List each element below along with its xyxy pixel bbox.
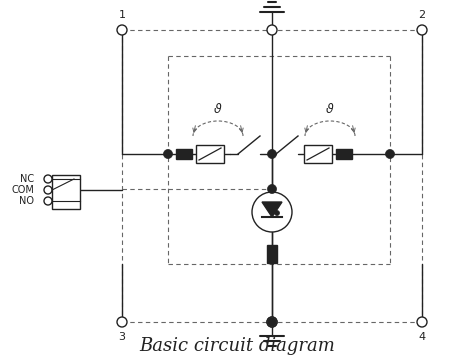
Circle shape: [267, 317, 277, 327]
Circle shape: [117, 25, 127, 35]
Circle shape: [417, 317, 427, 327]
Circle shape: [267, 317, 276, 327]
Circle shape: [274, 210, 280, 215]
Circle shape: [117, 317, 127, 327]
Circle shape: [44, 175, 52, 183]
Circle shape: [417, 25, 427, 35]
Text: 3: 3: [118, 332, 126, 342]
Bar: [336, 149, 352, 159]
Circle shape: [267, 317, 277, 327]
Text: 2: 2: [419, 10, 426, 20]
Circle shape: [267, 150, 276, 158]
Text: NO: NO: [19, 196, 34, 206]
Circle shape: [44, 197, 52, 205]
Circle shape: [44, 186, 52, 194]
Bar: [176, 149, 192, 159]
Bar: [52, 175, 80, 209]
Text: $\vartheta$: $\vartheta$: [213, 102, 223, 116]
Circle shape: [267, 25, 277, 35]
Text: COM: COM: [11, 185, 34, 195]
Bar: [304, 145, 332, 163]
Text: 1: 1: [118, 10, 126, 20]
Circle shape: [164, 150, 173, 158]
Text: NC: NC: [20, 174, 34, 184]
Text: $\vartheta$: $\vartheta$: [325, 102, 335, 116]
Circle shape: [252, 192, 292, 232]
Bar: [267, 245, 277, 263]
Polygon shape: [262, 202, 282, 217]
Circle shape: [385, 150, 394, 158]
Text: 4: 4: [419, 332, 426, 342]
Text: Basic circuit diagram: Basic circuit diagram: [139, 337, 335, 355]
Circle shape: [267, 185, 276, 194]
Bar: [196, 145, 224, 163]
